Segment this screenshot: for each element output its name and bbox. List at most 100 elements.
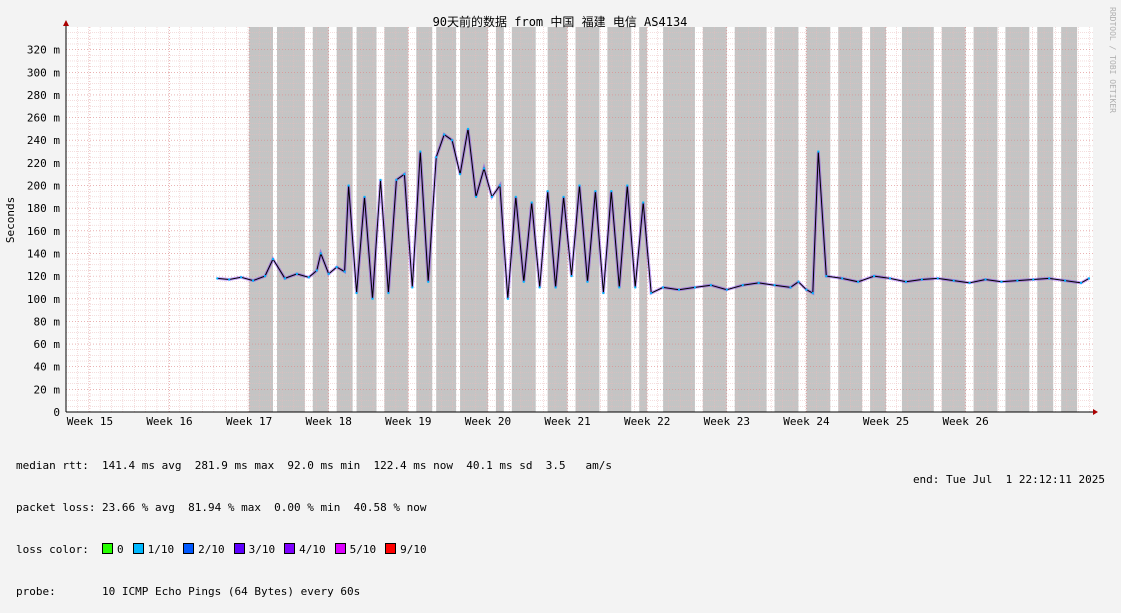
data-point [295, 272, 298, 275]
y-tick-label: 0 [53, 406, 60, 419]
data-point [1000, 280, 1003, 283]
packet-loss-row: packet loss: 23.66 % avg 81.94 % max 0.00… [16, 501, 612, 515]
y-tick-label: 240 m [27, 134, 60, 147]
loss-color-swatch-label: 4/10 [299, 543, 326, 556]
y-tick-label: 260 m [27, 112, 60, 125]
data-point [307, 276, 310, 279]
data-point [347, 184, 350, 187]
loss-band [1037, 27, 1054, 412]
x-tick-label: Week 19 [385, 415, 431, 425]
y-tick-label: 300 m [27, 66, 60, 79]
median-rtt-row: median rtt: 141.4 ms avg 281.9 ms max 92.… [16, 459, 612, 473]
data-point [841, 277, 844, 280]
loss-band [941, 27, 966, 412]
data-point [427, 280, 430, 283]
data-point [586, 280, 589, 283]
data-point [797, 280, 800, 283]
loss-color-item: 3/10 [233, 543, 275, 557]
data-point [475, 195, 478, 198]
data-point [904, 280, 907, 283]
loss-band [495, 27, 504, 412]
loss-color-item: 9/10 [385, 543, 427, 557]
y-tick-label: 320 m [27, 44, 60, 57]
loss-color-row: loss color: 0 1/10 2/10 3/10 4/10 5/10 9/10 [16, 543, 612, 557]
data-point [498, 184, 501, 187]
data-point [403, 173, 406, 176]
loss-color-swatch [385, 543, 397, 554]
data-point [920, 278, 923, 281]
loss-color-swatch [233, 543, 245, 554]
data-point [811, 292, 814, 295]
loss-color-swatch [183, 543, 195, 554]
series-line [217, 128, 1090, 299]
data-point [459, 173, 462, 176]
axes [63, 20, 1098, 415]
data-point [387, 292, 390, 295]
data-point [725, 288, 728, 291]
data-point [240, 276, 243, 279]
median-rtt-values: 141.4 ms avg 281.9 ms max 92.0 ms min 12… [102, 459, 612, 472]
data-point [825, 275, 828, 278]
loss-color-swatch-label: 2/10 [198, 543, 225, 556]
y-tick-label: 180 m [27, 202, 60, 215]
data-point [327, 272, 330, 275]
data-point [419, 150, 422, 153]
major-grid [66, 27, 1093, 412]
loss-band [639, 27, 648, 412]
x-tick-label: Week 22 [624, 415, 670, 425]
y-tick-label: 60 m [34, 338, 61, 351]
loss-color-swatch-label: 9/10 [400, 543, 427, 556]
loss-band [249, 27, 273, 412]
data-point [335, 266, 338, 269]
data-point [594, 190, 597, 193]
x-tick-label: Week 23 [704, 415, 750, 425]
x-tick-label: Week 20 [465, 415, 511, 425]
data-point [936, 277, 939, 280]
loss-color-swatch [284, 543, 296, 554]
data-point [538, 286, 541, 289]
data-point [435, 156, 438, 159]
x-tick-label: Week 16 [146, 415, 192, 425]
data-point [618, 286, 621, 289]
y-tick-label: 140 m [27, 247, 60, 260]
data-point [319, 252, 322, 255]
data-point [952, 279, 955, 282]
data-point [1064, 279, 1067, 282]
data-point [1016, 279, 1019, 282]
end-time: end: Tue Jul 1 22:12:11 2025 [912, 473, 1105, 486]
x-axis-arrow [1093, 409, 1098, 415]
data-point [968, 281, 971, 284]
y-axis-arrow [63, 20, 69, 26]
data-point [888, 277, 891, 280]
y-tick-label: 200 m [27, 180, 60, 193]
data-point [355, 292, 358, 295]
data-point [562, 195, 565, 198]
data-point [363, 195, 366, 198]
y-tick-label: 20 m [34, 383, 61, 396]
loss-color-item: 4/10 [284, 543, 326, 557]
y-tick-label: 80 m [34, 315, 61, 328]
loss-color-item: 5/10 [334, 543, 376, 557]
data-point [650, 292, 653, 295]
data-point [514, 195, 517, 198]
x-tick-label: Week 18 [306, 415, 352, 425]
data-point [857, 280, 860, 283]
data-point [984, 278, 987, 281]
loss-band [511, 27, 536, 412]
data-point [602, 292, 605, 295]
data-point [271, 258, 274, 261]
data-point [1032, 278, 1035, 281]
x-tick-labels: Week 15 Week 16 Week 17 Week 18 Week 19 Week … [67, 415, 989, 425]
data-point [216, 277, 219, 280]
data-point [228, 278, 231, 281]
chart-title: 90天前的数据 from 中国 福建 电信 AS4134 [433, 14, 688, 29]
data-point [451, 139, 454, 142]
loss-color-item: 1/10 [132, 543, 175, 557]
y-tick-label: 40 m [34, 361, 61, 374]
data-point [610, 190, 613, 193]
loss-color-swatch-label: 1/10 [147, 543, 175, 556]
x-tick-label: Week 15 [67, 415, 113, 425]
data-point [264, 275, 267, 278]
data-point [817, 150, 820, 153]
loss-band [575, 27, 600, 412]
